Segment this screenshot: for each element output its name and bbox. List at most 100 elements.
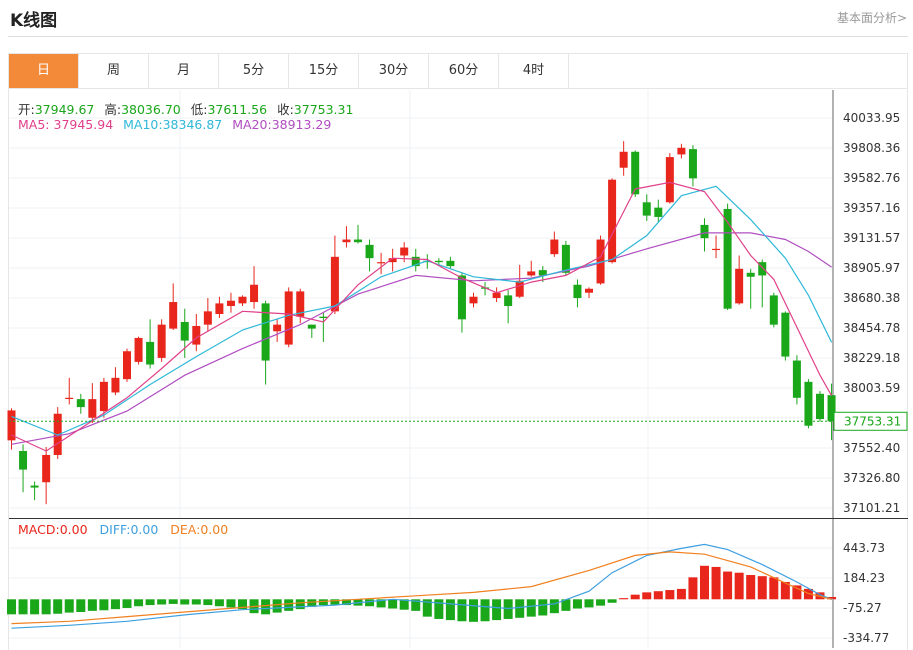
candle-body [330, 256, 339, 312]
period-tabs: 日 周 月 5分 15分 30分 60分 4时 [8, 53, 908, 89]
kline-y-tick-label: 40033.95 [843, 111, 900, 125]
candle [688, 145, 697, 187]
macd-histogram-bar [53, 599, 63, 614]
kline-y-tick-label: 37326.80 [843, 471, 900, 485]
candle-body [469, 296, 478, 304]
macd-histogram-bar [653, 591, 663, 600]
candle [238, 295, 247, 307]
candle [377, 252, 386, 275]
candle-body [365, 244, 374, 259]
dea-value: 0.00 [200, 522, 229, 537]
candle-body [677, 147, 686, 155]
macd-histogram-bar [480, 599, 490, 622]
open-value: 37949.67 [34, 102, 95, 117]
tab-60min[interactable]: 60分 [429, 54, 499, 88]
candle [42, 446, 51, 505]
candle [226, 292, 235, 313]
macd-histogram-bar [469, 599, 478, 622]
candle-body [342, 239, 351, 243]
macd-histogram-bar [122, 599, 132, 608]
candle-body [88, 399, 97, 418]
high-label: 高: [104, 102, 122, 117]
close-value: 37753.31 [293, 102, 354, 117]
candle [273, 319, 282, 342]
macd-y-tick-label: 443.73 [843, 541, 885, 555]
candle-body [423, 260, 432, 263]
candle-body [457, 275, 466, 320]
candle-body [111, 377, 120, 393]
candle-body [434, 260, 443, 263]
candle-body [388, 258, 397, 263]
candle [296, 288, 305, 324]
candle [365, 239, 374, 272]
candle [192, 314, 201, 352]
macd-histogram-bar [619, 598, 629, 600]
candle [88, 383, 97, 424]
macd-histogram-bar [515, 599, 525, 618]
macd-histogram-bar [792, 585, 802, 600]
kline-y-tick-label: 37552.40 [843, 441, 900, 455]
macd-histogram-bar [214, 599, 224, 607]
kline-chart-area[interactable] [8, 89, 908, 650]
macd-histogram-bar [723, 571, 733, 600]
macd-histogram-bar [238, 599, 247, 610]
candle-body [42, 454, 51, 483]
macd-histogram-bar [365, 599, 375, 607]
candle-body [146, 341, 155, 365]
candle [723, 203, 732, 311]
tab-week[interactable]: 周 [79, 54, 149, 88]
macd-histogram-bar [203, 599, 213, 606]
candle-body [377, 262, 386, 264]
ma10-value: 38346.87 [162, 117, 223, 132]
page-title: K线图 [10, 11, 58, 31]
candle-body [65, 397, 74, 399]
macd-histogram-bar [457, 599, 467, 622]
tab-4hour[interactable]: 4时 [499, 54, 569, 88]
macd-histogram-bar [445, 599, 455, 621]
candle [550, 231, 559, 257]
candle [307, 324, 316, 338]
candle-body [619, 151, 628, 168]
macd-histogram-bar [145, 599, 155, 606]
candle-body [769, 295, 778, 325]
candle-body [250, 284, 259, 303]
macd-histogram-bar [226, 599, 236, 608]
candle [157, 319, 166, 362]
tab-30min[interactable]: 30分 [359, 54, 429, 88]
macd-histogram-bar [18, 599, 28, 615]
close-label: 收: [277, 102, 294, 117]
tab-day[interactable]: 日 [9, 54, 79, 88]
candle [284, 287, 293, 348]
macd-histogram-bar [757, 576, 767, 600]
candle-body [804, 381, 813, 426]
low-label: 低: [190, 102, 208, 117]
ma20-line [11, 232, 832, 445]
tab-5min[interactable]: 5分 [219, 54, 289, 88]
candle-body [631, 151, 640, 195]
macd-histogram-bar [700, 565, 709, 600]
macd-histogram-bar [676, 588, 686, 600]
candle-body [354, 239, 362, 243]
macd-histogram-bar [272, 599, 282, 613]
ma5-label: MA5: [18, 117, 50, 132]
ma10-label: MA10: [123, 117, 163, 132]
current-price-label: 37753.31 [844, 414, 901, 428]
candle-body [238, 296, 247, 304]
candle-body [296, 291, 305, 317]
candle-body [400, 247, 409, 256]
macd-histogram-bar [827, 596, 837, 600]
candle [330, 235, 339, 315]
fundamental-analysis-link[interactable]: 基本面分析> [836, 11, 907, 25]
kline-y-tick-label: 39357.16 [843, 201, 900, 215]
candle-body [585, 288, 593, 293]
candle-body [700, 224, 709, 239]
macd-histogram-bar [549, 599, 559, 614]
tab-15min[interactable]: 15分 [289, 54, 359, 88]
tab-month[interactable]: 月 [149, 54, 219, 88]
macd-histogram-bar [596, 599, 606, 606]
candle-body [735, 268, 744, 304]
candle-body [654, 207, 663, 217]
macd-histogram-bar [318, 599, 328, 606]
candle [619, 141, 628, 176]
